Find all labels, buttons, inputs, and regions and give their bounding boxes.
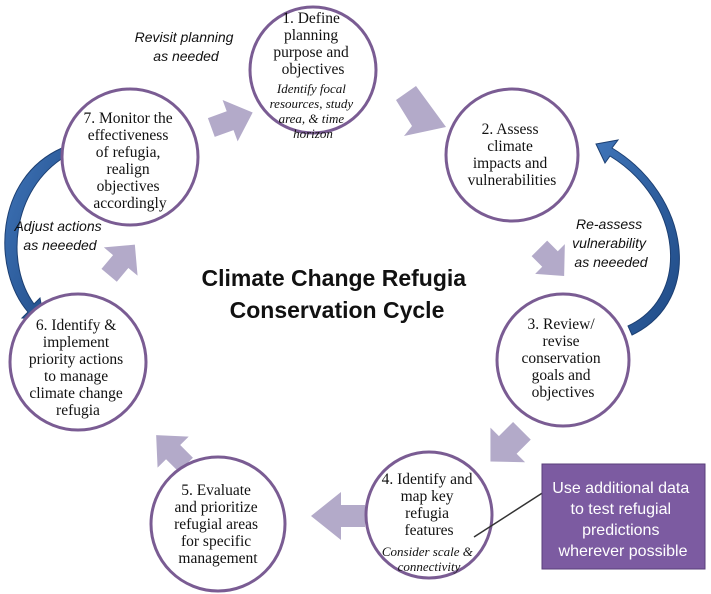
step-4-label: 4. Identify and map key refugia features	[382, 471, 477, 539]
flow-arrow-3-to-4	[490, 421, 531, 463]
step-1: 1. Define planning purpose and objective…	[248, 5, 378, 141]
step-6-label: 6. Identify & implement priority actions…	[29, 317, 127, 419]
step-1-label: 1. Define planning purpose and objective…	[273, 10, 352, 78]
step-1-note: Identify focal resources, study area, & …	[270, 81, 357, 141]
step-4-note: Consider scale & connectivity	[382, 544, 476, 574]
callout-connector	[473, 489, 548, 538]
step-2-circle	[444, 87, 580, 223]
step-6-circle	[8, 292, 148, 432]
step-5-circle	[149, 455, 287, 593]
step-3: 3. Review/ revise conservation goals and…	[495, 292, 631, 428]
step-2-label: 2. Assess climate impacts and vulnerabil…	[468, 121, 557, 189]
diagram-title: Climate Change Refugia Conservation Cycl…	[202, 265, 473, 323]
flow-arrow-1-to-2	[396, 86, 446, 136]
step-5: 5. Evaluate and prioritize refugial area…	[149, 455, 287, 593]
step-4: 4. Identify and map key refugia features…	[364, 450, 494, 580]
flow-arrow-2-to-3	[531, 240, 565, 276]
step-7-circle	[60, 87, 200, 227]
step-3-label: 3. Review/ revise conservation goals and…	[521, 316, 604, 401]
flow-arrow-5-to-6	[156, 435, 193, 472]
callout-text: Use additional data to test refugial pre…	[552, 480, 693, 560]
adjust-loop-arrow	[4, 147, 67, 321]
step-1-circle	[248, 5, 378, 135]
step-7-label: 7. Monitor the effectiveness of refugia,…	[84, 110, 177, 212]
step-4-circle	[364, 450, 494, 580]
step-7: 7. Monitor the effectiveness of refugia,…	[60, 87, 200, 227]
flow-arrows	[101, 86, 565, 540]
revisit-planning-label: Revisit planning as needed	[135, 29, 238, 64]
reassess-vulnerability-label: Re-assess vulnerability as neeeded	[572, 216, 650, 270]
reassess-loop-arrow	[595, 139, 680, 336]
callout-box	[541, 463, 706, 570]
step-5-label: 5. Evaluate and prioritize refugial area…	[174, 482, 262, 567]
adjust-actions-label: Adjust actions as neeeded	[13, 218, 105, 253]
step-3-circle	[495, 292, 631, 428]
flow-arrow-4-to-5	[311, 492, 365, 540]
step-2: 2. Assess climate impacts and vulnerabil…	[444, 87, 580, 223]
step-6: 6. Identify & implement priority actions…	[8, 292, 148, 432]
flow-arrow-7-to-1	[207, 100, 253, 142]
flow-arrow-6-to-7	[101, 244, 138, 282]
